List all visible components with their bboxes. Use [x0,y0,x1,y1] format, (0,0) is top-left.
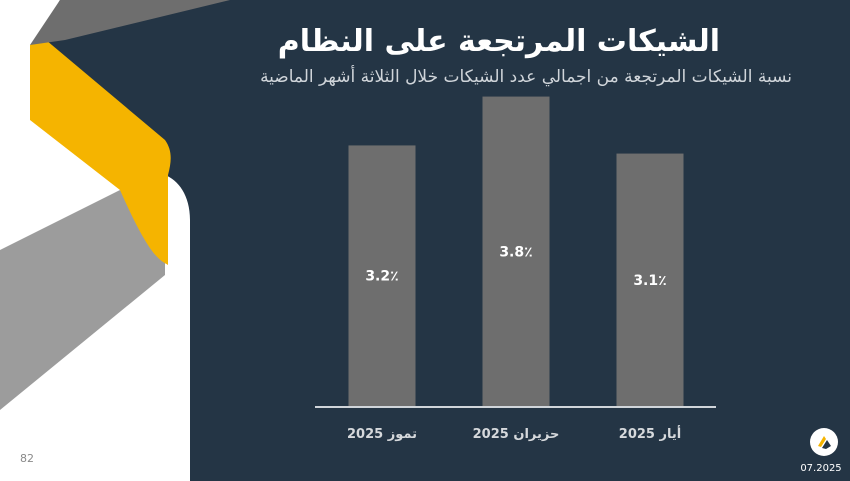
page-title: الشيكات المرتجعة على النظام [277,24,720,59]
page-number: 82 [20,452,34,465]
category-label: أيار 2025 [619,425,681,442]
bar [348,145,416,406]
company-logo [810,428,838,456]
page-subtitle: نسبة الشيكات المرتجعة من اجمالي عدد الشي… [260,67,792,87]
bar-value-label: 3.8٪ [499,244,532,260]
bar-value-label: 3.1٪ [633,273,666,289]
bar [616,153,684,406]
bar-value-label: 3.2٪ [365,269,398,285]
date-stamp: 07.2025 [800,463,842,474]
bar [482,96,550,407]
category-label: تموز 2025 [347,427,417,442]
category-label: حزيران 2025 [473,427,560,442]
